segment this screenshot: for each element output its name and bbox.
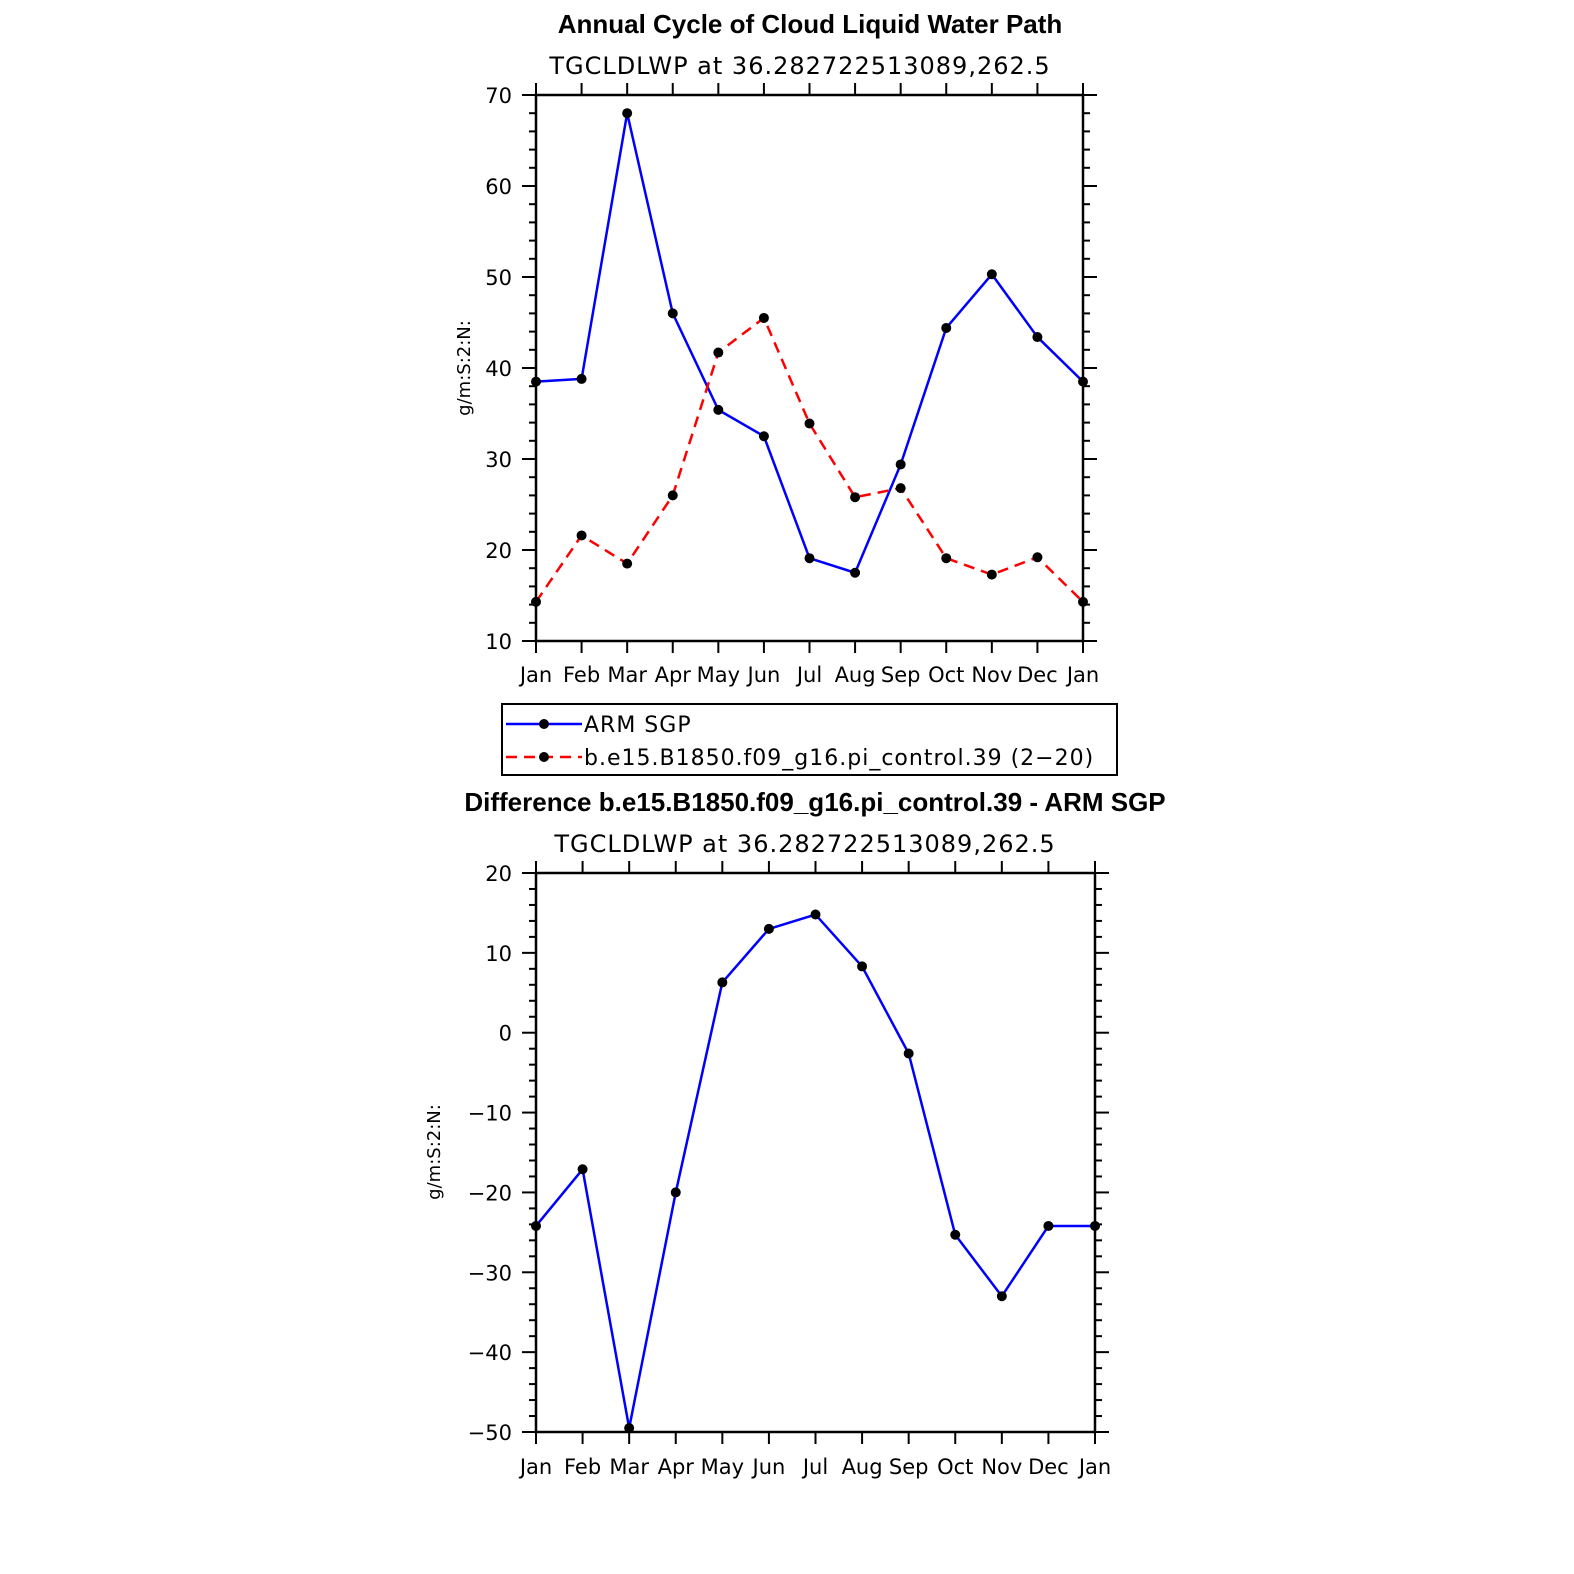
- x-tick-label: Jun: [746, 663, 781, 687]
- difference-chart: Difference b.e15.B1850.f09_g16.pi_contro…: [424, 787, 1166, 1479]
- x-tick-label: Sep: [881, 663, 921, 687]
- y-tick-label: −50: [468, 1421, 512, 1445]
- data-point: [531, 1220, 541, 1231]
- data-point: [667, 490, 678, 501]
- x-tick-label: Feb: [563, 663, 600, 687]
- chart-title: Difference b.e15.B1850.f09_g16.pi_contro…: [464, 787, 1165, 817]
- y-tick-label: 10: [485, 942, 512, 966]
- data-point: [758, 312, 769, 323]
- data-point: [986, 269, 997, 280]
- y-tick-label: 70: [485, 84, 512, 108]
- y-tick-label: 40: [485, 357, 512, 381]
- data-point: [986, 569, 997, 580]
- chart-subtitle: TGCLDLWP at 36.282722513089,262.5: [553, 830, 1055, 858]
- x-tick-label: Mar: [607, 663, 647, 687]
- y-tick-label: −10: [468, 1102, 512, 1126]
- series-line-0: [535, 111, 1084, 574]
- x-tick-label: Jan: [1065, 663, 1099, 687]
- plot-frame: [534, 871, 1097, 1434]
- x-tick-label: Nov: [981, 1455, 1022, 1479]
- data-point: [804, 418, 815, 429]
- data-point: [717, 977, 728, 988]
- y-tick-label: 20: [485, 862, 512, 886]
- x-tick-label: Sep: [889, 1455, 929, 1479]
- y-tick-label: 60: [485, 175, 512, 199]
- data-point: [1032, 552, 1043, 563]
- x-tick-label: Feb: [564, 1455, 601, 1479]
- data-point: [941, 553, 952, 564]
- x-tick-label: Oct: [937, 1455, 973, 1479]
- x-tick-label: Oct: [928, 663, 964, 687]
- x-tick-label: Aug: [842, 1455, 883, 1479]
- data-point: [576, 373, 587, 384]
- x-tick-label: Mar: [609, 1455, 649, 1479]
- data-point: [996, 1291, 1007, 1302]
- y-tick-label: 50: [485, 266, 512, 290]
- data-point: [895, 459, 906, 470]
- x-tick-label: Nov: [971, 663, 1012, 687]
- data-point: [1078, 376, 1088, 387]
- x-tick-label: Jan: [518, 1455, 552, 1479]
- data-point: [758, 431, 769, 442]
- y-tick-label: −20: [468, 1181, 512, 1205]
- data-point: [895, 483, 906, 494]
- legend-box: [501, 703, 1118, 776]
- y-axis-label: g/m:S:2:N:: [424, 1104, 445, 1200]
- x-tick-label: Jul: [801, 1455, 828, 1479]
- x-tick-label: Jul: [795, 663, 822, 687]
- cloud-liquid-water-path-chart: Annual Cycle of Cloud Liquid Water Path …: [454, 9, 1099, 687]
- legend-marker-model: [539, 752, 549, 762]
- data-point: [804, 553, 815, 564]
- series-line-0: [535, 913, 1095, 1430]
- y-tick-label: −40: [468, 1341, 512, 1365]
- data-point: [713, 404, 724, 415]
- data-point: [531, 376, 541, 387]
- x-tick-label: Apr: [655, 663, 692, 687]
- x-tick-label: Jan: [1077, 1455, 1111, 1479]
- data-point: [950, 1229, 961, 1240]
- y-tick-label: 30: [485, 448, 512, 472]
- y-axis-label: g/m:S:2:N:: [454, 320, 475, 416]
- data-point: [624, 1423, 635, 1434]
- x-tick-label: May: [697, 663, 740, 687]
- legend-marker-arm-sgp: [539, 719, 549, 729]
- data-point: [576, 530, 587, 541]
- data-point: [622, 108, 633, 119]
- chart-title: Annual Cycle of Cloud Liquid Water Path: [558, 9, 1063, 39]
- data-point: [670, 1187, 681, 1198]
- data-point: [622, 558, 633, 569]
- data-point: [850, 492, 861, 503]
- data-point: [763, 923, 774, 934]
- data-point: [810, 909, 821, 920]
- y-tick-label: 20: [485, 539, 512, 563]
- legend-label-arm-sgp: ARM SGP: [584, 713, 692, 738]
- data-point: [850, 567, 861, 578]
- data-point: [941, 322, 952, 333]
- x-tick-label: Dec: [1017, 663, 1058, 687]
- x-tick-label: Dec: [1028, 1455, 1069, 1479]
- chart-subtitle: TGCLDLWP at 36.282722513089,262.5: [548, 52, 1050, 80]
- data-point: [1043, 1220, 1054, 1231]
- y-tick-label: 0: [499, 1022, 512, 1046]
- data-point: [531, 596, 541, 607]
- y-tick-label: −30: [468, 1261, 512, 1285]
- data-point: [577, 1164, 588, 1175]
- data-point: [1078, 596, 1088, 607]
- data-point: [1090, 1220, 1100, 1231]
- legend: ARM SGP b.e15.B1850.f09_g16.pi_control.3…: [501, 703, 1118, 776]
- data-point: [903, 1048, 914, 1059]
- data-point: [667, 308, 678, 319]
- data-point: [713, 347, 724, 358]
- x-tick-label: Jun: [751, 1455, 786, 1479]
- x-tick-label: Apr: [658, 1455, 695, 1479]
- x-tick-label: May: [701, 1455, 744, 1479]
- x-tick-label: Aug: [835, 663, 876, 687]
- data-point: [857, 961, 868, 972]
- data-point: [1032, 332, 1043, 343]
- x-tick-label: Jan: [518, 663, 552, 687]
- legend-label-model: b.e15.B1850.f09_g16.pi_control.39 (2−20): [584, 746, 1094, 771]
- y-tick-label: 10: [485, 630, 512, 654]
